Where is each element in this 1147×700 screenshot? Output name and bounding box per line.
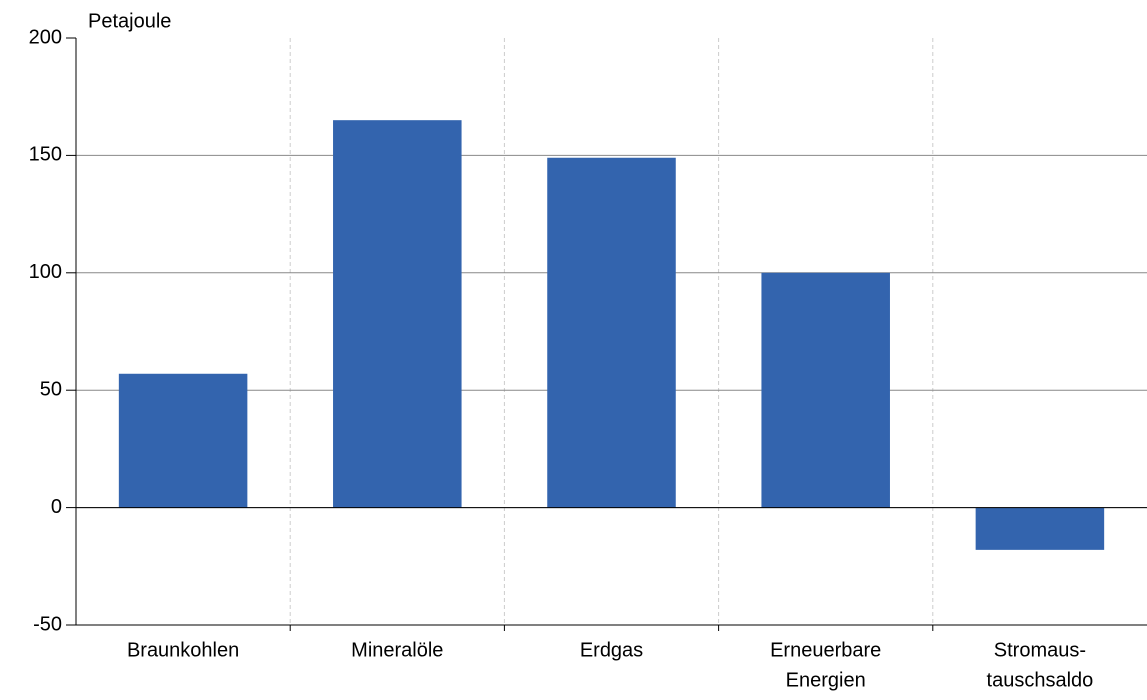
x-tick-label: Energien <box>786 669 866 691</box>
y-tick-label: -50 <box>33 613 62 635</box>
x-tick-label: Stromaus- <box>994 639 1086 661</box>
y-axis-label: Petajoule <box>88 10 171 32</box>
x-tick-label: Braunkohlen <box>127 639 239 661</box>
bar <box>333 120 462 508</box>
x-tick-label: Erdgas <box>580 639 643 661</box>
bar <box>975 507 1105 550</box>
y-tick-label: 50 <box>40 378 62 400</box>
y-tick-label: 100 <box>29 261 62 283</box>
y-tick-label: 150 <box>29 144 62 166</box>
bar <box>547 157 676 508</box>
bar <box>118 373 248 508</box>
x-tick-label: tauschsaldo <box>987 669 1094 691</box>
y-tick-label: 200 <box>29 26 62 48</box>
x-tick-label: Erneuerbare <box>770 639 881 661</box>
bar <box>761 272 890 508</box>
y-tick-label: 0 <box>51 496 62 518</box>
x-tick-label: Mineralöle <box>351 639 443 661</box>
